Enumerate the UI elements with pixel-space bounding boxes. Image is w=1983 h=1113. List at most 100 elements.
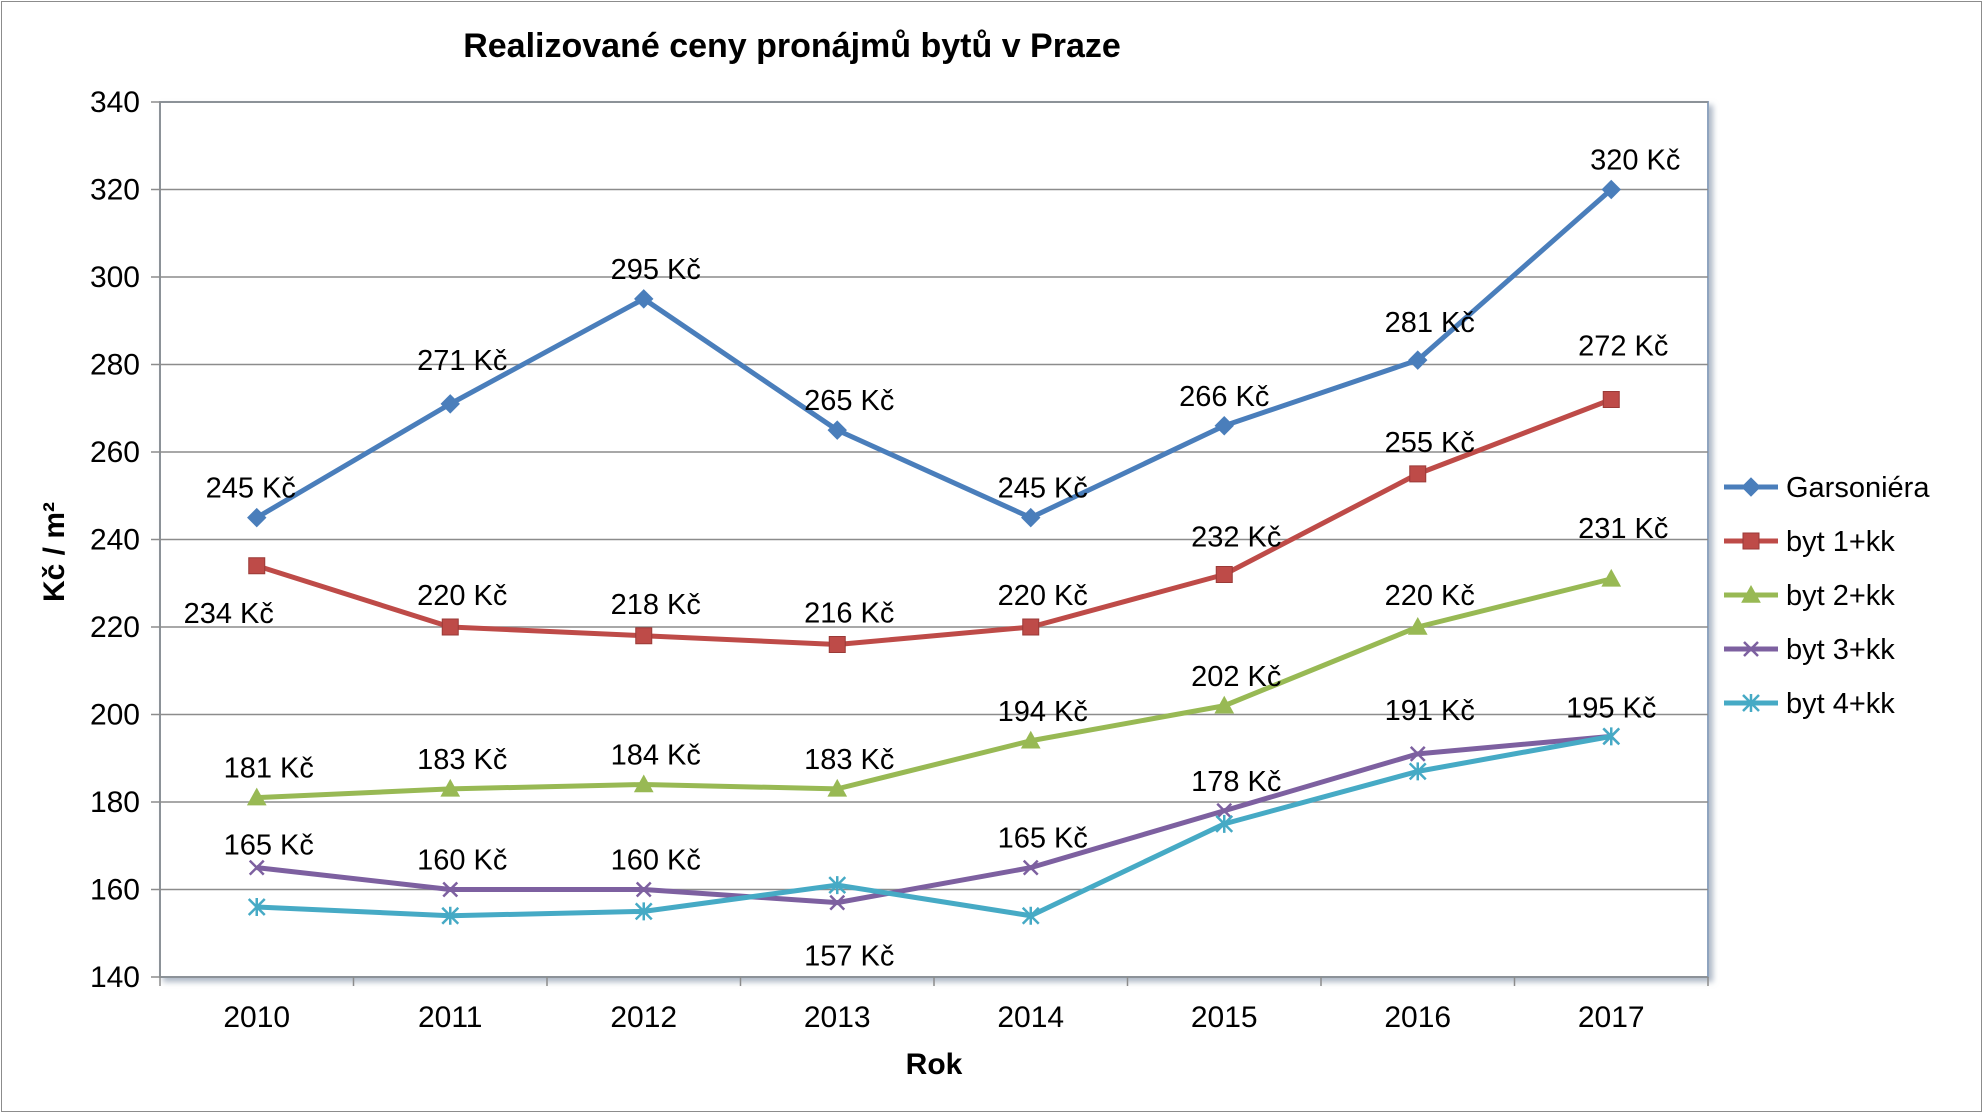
data-point <box>829 894 846 911</box>
data-label: 272 Kč <box>1578 331 1668 363</box>
legend-marker <box>1741 477 1761 497</box>
marker-shape <box>828 636 846 653</box>
data-point <box>1407 616 1428 635</box>
marker-shape <box>1409 745 1426 762</box>
data-label: 202 Kč <box>1191 661 1281 693</box>
marker-shape <box>1743 641 1759 657</box>
x-tick-label: 2014 <box>997 1001 1064 1034</box>
data-point <box>1021 507 1041 528</box>
legend-item: Garsoniéra <box>1724 472 1930 504</box>
data-point <box>828 636 846 653</box>
series-line <box>255 187 1613 521</box>
data-label: 160 Kč <box>611 845 701 877</box>
data-point <box>1602 391 1620 408</box>
x-tick-label: 2017 <box>1578 1001 1645 1034</box>
y-tick-label: 280 <box>90 349 140 382</box>
data-point <box>248 557 266 575</box>
data-label: 266 Kč <box>1179 381 1269 413</box>
legend-item: byt 3+kk <box>1724 634 1895 666</box>
series-byt-3-kk: 165 Kč 160 Kč 160 Kč 157 Kč 165 Kč 178 Kč 191 … <box>224 692 1657 972</box>
marker-shape <box>441 618 459 636</box>
marker-shape <box>1214 695 1235 714</box>
data-point <box>1021 906 1040 925</box>
data-label: 231 Kč <box>1578 513 1668 545</box>
y-tick-label: 300 <box>90 261 140 294</box>
marker-shape <box>827 420 847 440</box>
y-tick-label: 260 <box>90 436 140 469</box>
legend-marker <box>1741 584 1761 603</box>
data-label: 194 Kč <box>998 696 1088 728</box>
marker-shape <box>1742 532 1760 550</box>
data-label: 165 Kč <box>998 823 1088 855</box>
marker-shape <box>440 778 461 797</box>
chart-title: Realizované ceny pronájmů bytů v Praze <box>463 27 1121 65</box>
data-point <box>1601 568 1622 587</box>
marker-shape <box>1214 416 1234 436</box>
data-point <box>633 774 654 793</box>
marker-shape <box>442 881 459 898</box>
marker-shape <box>248 859 265 876</box>
legend-label: byt 4+kk <box>1786 688 1895 720</box>
data-label: 157 Kč <box>804 941 894 973</box>
x-tick-label: 2016 <box>1384 1001 1451 1034</box>
data-point <box>441 618 459 636</box>
plot-area: 340 320 300 280 260 240 220 200 180 160 140 2010 201… <box>90 86 1709 1034</box>
marker-shape <box>1602 391 1620 408</box>
data-point <box>1409 745 1426 762</box>
data-label: 220 Kč <box>1385 580 1475 612</box>
data-point <box>1022 859 1039 876</box>
marker-shape <box>828 876 847 895</box>
marker-shape <box>634 289 654 309</box>
marker-shape <box>1742 694 1760 712</box>
data-label: 320 Kč <box>1590 145 1680 177</box>
data-label: 220 Kč <box>998 580 1088 612</box>
marker-shape <box>1215 566 1233 583</box>
marker-shape <box>1602 727 1621 746</box>
series-line <box>256 576 1612 801</box>
data-point <box>1602 727 1621 746</box>
marker-shape <box>1408 762 1427 781</box>
data-label: 255 Kč <box>1385 427 1475 459</box>
data-point <box>1408 350 1428 370</box>
legend-item: byt 1+kk <box>1724 526 1895 558</box>
data-label: 281 Kč <box>1385 307 1475 339</box>
legend-label: byt 2+kk <box>1786 580 1895 612</box>
y-tick-label: 220 <box>90 611 140 644</box>
marker-shape <box>635 881 652 898</box>
marker-shape <box>1215 814 1234 833</box>
data-point <box>1022 618 1040 636</box>
data-point <box>635 881 652 898</box>
y-tick-label: 180 <box>90 786 140 819</box>
data-label: 178 Kč <box>1191 766 1281 798</box>
data-point <box>1216 802 1233 819</box>
data-point <box>440 778 461 797</box>
data-label: 232 Kč <box>1191 522 1281 554</box>
data-point <box>1215 566 1233 583</box>
marker-shape <box>440 394 460 414</box>
data-point <box>635 627 653 645</box>
marker-shape <box>829 894 846 911</box>
marker-shape <box>1020 730 1041 749</box>
legend-label: byt 3+kk <box>1786 634 1895 666</box>
y-tick-label: 240 <box>90 524 140 557</box>
data-point <box>247 898 266 916</box>
data-point <box>827 420 847 440</box>
legend-item: byt 2+kk <box>1724 580 1895 612</box>
series-byt-4-kk <box>247 727 1621 925</box>
data-point <box>634 902 653 921</box>
marker-shape <box>1021 906 1040 925</box>
x-tick-label: 2012 <box>610 1001 677 1034</box>
legend-marker <box>1742 532 1760 550</box>
marker-shape <box>1022 859 1039 876</box>
x-axis-title: Rok <box>906 1048 963 1081</box>
data-label: 295 Kč <box>611 254 701 286</box>
marker-shape <box>1409 465 1427 483</box>
data-point <box>1601 179 1621 200</box>
data-label: 184 Kč <box>611 740 701 772</box>
legend-marker <box>1742 694 1760 712</box>
data-point <box>828 876 847 895</box>
data-point <box>440 394 460 414</box>
marker-shape <box>1022 618 1040 636</box>
legend-label: byt 1+kk <box>1786 526 1895 558</box>
